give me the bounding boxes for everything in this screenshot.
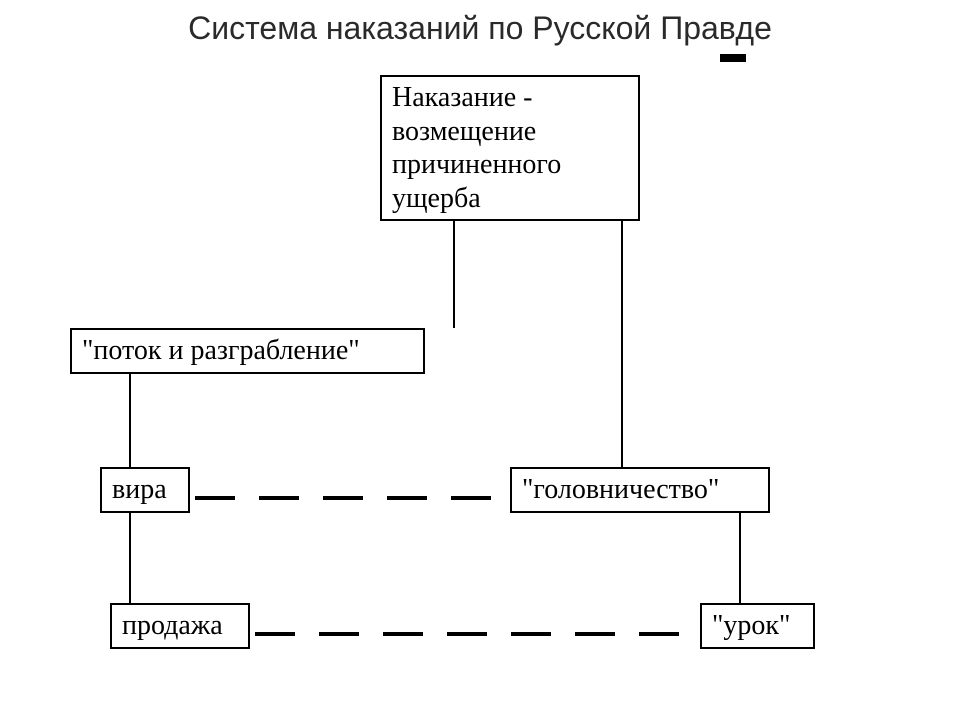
node-golovnichestvo: "головничество" [510, 467, 770, 513]
node-urok-label: "урок" [712, 610, 790, 641]
node-urok: "урок" [700, 603, 815, 649]
node-potok: "поток и разграбление" [70, 328, 425, 374]
node-vira-label: вира [112, 474, 167, 505]
node-potok-label: "поток и разграбление" [82, 335, 360, 366]
node-prodazha: продажа [110, 603, 250, 649]
page-title: Система наказаний по Русской Правде [0, 10, 960, 47]
decor-dash [720, 54, 746, 62]
node-root: Наказание - возмещение причиненного ущер… [380, 75, 640, 221]
node-prodazha-label: продажа [122, 610, 223, 641]
node-golovnichestvo-label: "головничество" [522, 474, 719, 505]
node-vira: вира [100, 467, 190, 513]
node-root-label: Наказание - возмещение причиненного ущер… [392, 82, 561, 214]
